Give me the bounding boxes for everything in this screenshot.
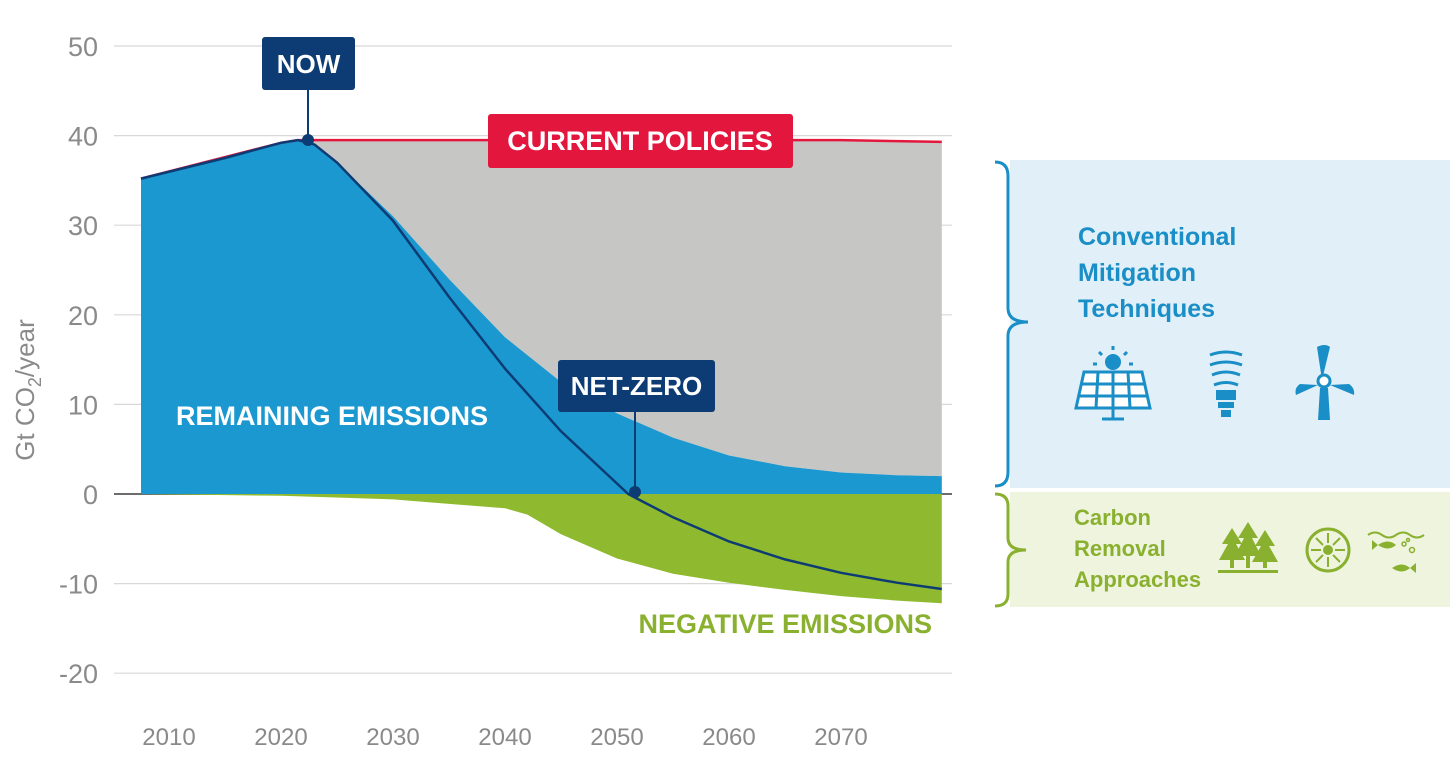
conventional-line-1: Conventional (1078, 223, 1236, 251)
y-tick-label: 50 (68, 32, 98, 62)
net-emissions-line (140, 138, 942, 591)
now-point (302, 134, 314, 146)
mineral-disk-icon (1305, 527, 1351, 573)
now-badge (262, 37, 355, 90)
carbon-removal-line-3: Approaches (1074, 567, 1201, 592)
net-zero-badge (558, 360, 715, 412)
carbon-removal-line-2: Removal (1074, 536, 1166, 561)
negative-emissions-area (141, 494, 942, 604)
x-tick-label: 2040 (478, 724, 531, 751)
y-axis-title-tail: /year (10, 319, 40, 377)
y-axis-title: Gt CO2/year (10, 319, 45, 461)
y-axis-title-main: Gt CO (10, 387, 40, 461)
x-tick-label: 2070 (814, 724, 867, 751)
conventional-title: Conventional Mitigation Techniques (1078, 223, 1243, 323)
conventional-bracket (994, 160, 1029, 488)
now-label: NOW (277, 49, 341, 79)
remaining-emissions-area (141, 140, 942, 494)
x-tick-label: 2030 (366, 724, 419, 751)
net-zero-point (629, 486, 641, 498)
y-tick-label: 0 (83, 480, 98, 510)
carbon-removal-title: Carbon Removal Approaches (1074, 505, 1201, 592)
forest-icon (1218, 522, 1278, 573)
carbon-removal-bracket (994, 492, 1027, 608)
x-tick-label: 2060 (702, 724, 755, 751)
x-axis-ticks: 2010 2020 2030 2040 2050 2060 2070 (142, 724, 867, 751)
carbon-removal-line-1: Carbon (1074, 505, 1151, 530)
policy-gap-area (141, 140, 942, 477)
light-bulb-icon (1209, 350, 1243, 417)
y-tick-label: 40 (68, 122, 98, 152)
x-tick-label: 2010 (142, 724, 195, 751)
solar-panel-icon (1074, 346, 1152, 421)
conventional-line-3: Techniques (1078, 295, 1215, 323)
current-policies-badge (488, 114, 793, 168)
y-axis-title-sub: 2 (25, 377, 45, 387)
negative-emissions-label: NEGATIVE EMISSIONS (638, 609, 932, 639)
remaining-emissions-label: REMAINING EMISSIONS (176, 401, 488, 431)
y-tick-label: 10 (68, 390, 98, 420)
x-tick-label: 2050 (590, 724, 643, 751)
ocean-fish-icon (1367, 531, 1425, 573)
x-tick-label: 2020 (254, 724, 307, 751)
current-policies-label: CURRENT POLICIES (507, 126, 773, 156)
conventional-panel (1010, 160, 1450, 488)
y-axis-ticks: 50 40 30 20 10 0 -10 -20 (59, 32, 98, 689)
conventional-line-2: Mitigation (1078, 259, 1196, 287)
chart-areas (140, 138, 942, 604)
wind-turbine-icon (1295, 345, 1355, 420)
y-tick-label: -10 (59, 570, 98, 600)
y-tick-label: -20 (59, 659, 98, 689)
net-zero-label: NET-ZERO (571, 371, 702, 401)
y-tick-label: 30 (68, 211, 98, 241)
y-tick-label: 20 (68, 301, 98, 331)
